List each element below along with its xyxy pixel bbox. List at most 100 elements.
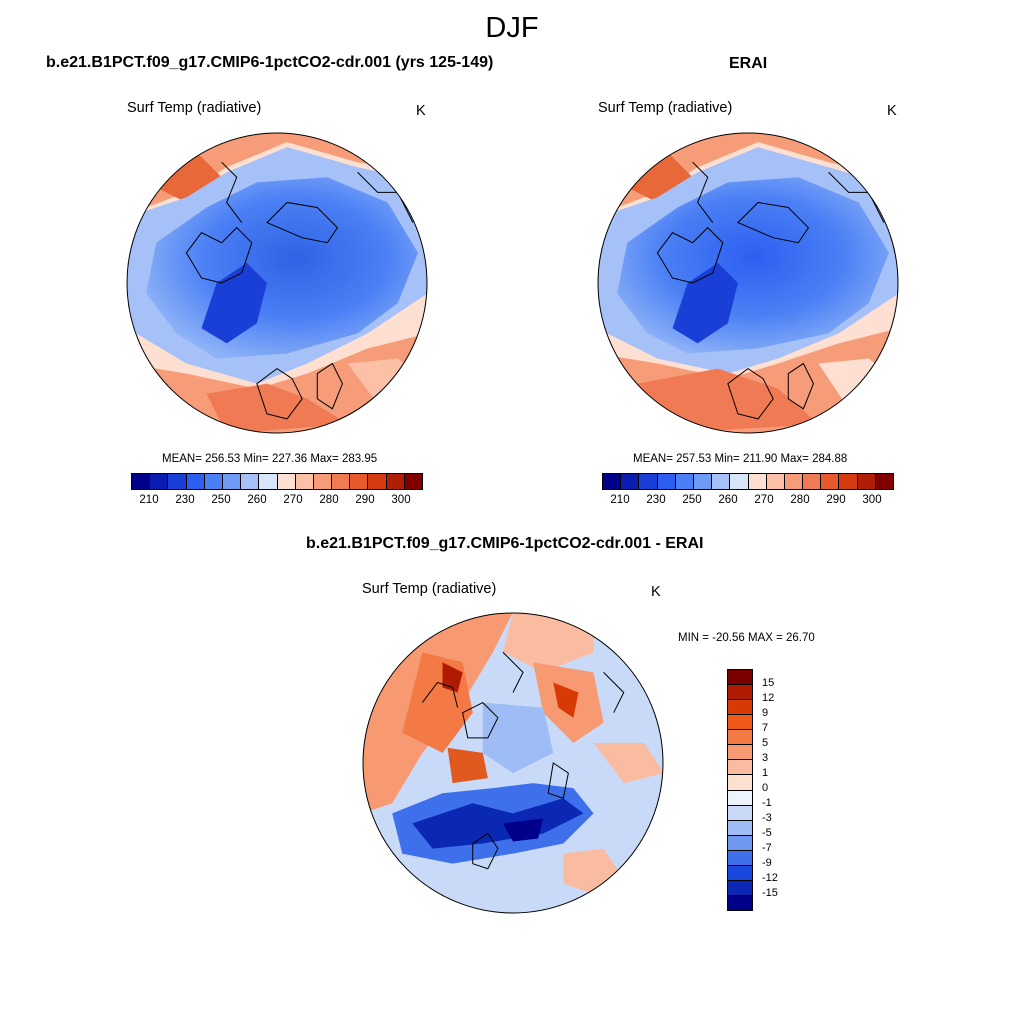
colorbar-tick-label: 280 [319, 494, 339, 506]
obs-colorbar [602, 473, 894, 490]
colorbar-tick-label: 15 [762, 677, 775, 689]
colorbar-swatch [350, 474, 369, 489]
colorbar-swatch [332, 474, 351, 489]
obs-units-label: K [887, 103, 897, 119]
colorbar-tick-label: -15 [762, 887, 778, 899]
colorbar-tick-label: 230 [646, 494, 666, 506]
colorbar-swatch [728, 820, 752, 836]
colorbar-swatch [728, 700, 752, 716]
colorbar-swatch [186, 474, 205, 489]
colorbar-tick-label: -12 [762, 872, 778, 884]
colorbar-swatch [222, 474, 242, 489]
colorbar-tick-label: -1 [762, 797, 772, 809]
diff-panel-title: b.e21.B1PCT.f09_g17.CMIP6-1pctCO2-cdr.00… [306, 535, 704, 552]
colorbar-swatch [368, 474, 387, 489]
colorbar-swatch [693, 474, 713, 489]
colorbar-tick-label: 270 [283, 494, 303, 506]
colorbar-swatch [728, 745, 752, 761]
model-panel-title: b.e21.B1PCT.f09_g17.CMIP6-1pctCO2-cdr.00… [46, 54, 494, 71]
diff-stats: MIN = -20.56 MAX = 26.70 [678, 632, 815, 644]
colorbar-swatch [132, 474, 151, 489]
colorbar-tick-label: 3 [762, 752, 769, 764]
model-polar-map [126, 132, 428, 434]
figure-title: DJF [485, 12, 539, 44]
colorbar-swatch [204, 474, 223, 489]
colorbar-tick-label: -7 [762, 842, 772, 854]
colorbar-swatch [621, 474, 640, 489]
colorbar-swatch [728, 865, 752, 881]
colorbar-swatch [168, 474, 187, 489]
obs-colorbar-ticks: 210 230 250 260 270 280 290 300 [602, 494, 890, 506]
colorbar-tick-label: -3 [762, 812, 772, 824]
colorbar-tick-label: 290 [826, 494, 846, 506]
colorbar-swatch [277, 474, 296, 489]
diff-variable-label: Surf Temp (radiative) [362, 581, 497, 597]
colorbar-swatch [295, 474, 314, 489]
model-colorbar-ticks: 210 230 250 260 270 280 290 300 [131, 494, 419, 506]
diff-colorbar [727, 669, 753, 911]
colorbar-swatch [404, 474, 422, 489]
colorbar-swatch [875, 474, 893, 489]
colorbar-swatch [839, 474, 858, 489]
colorbar-swatch [748, 474, 767, 489]
colorbar-swatch [728, 805, 752, 821]
colorbar-tick-label: 270 [754, 494, 774, 506]
colorbar-tick-label: 300 [862, 494, 882, 506]
colorbar-tick-label: 250 [682, 494, 702, 506]
colorbar-swatch [241, 474, 260, 489]
colorbar-swatch [728, 790, 752, 806]
model-colorbar [131, 473, 423, 490]
colorbar-tick-label: 9 [762, 707, 769, 719]
colorbar-tick-label: 1 [762, 767, 769, 779]
colorbar-swatch [728, 760, 752, 776]
colorbar-swatch [386, 474, 405, 489]
colorbar-tick-label: 280 [790, 494, 810, 506]
colorbar-tick-label: 7 [762, 722, 769, 734]
diff-units-label: K [651, 584, 661, 600]
colorbar-tick-label: -9 [762, 857, 772, 869]
colorbar-tick-label: 260 [718, 494, 738, 506]
model-stats: MEAN= 256.53 Min= 227.36 Max= 283.95 [162, 453, 378, 465]
colorbar-tick-label: 210 [139, 494, 159, 506]
colorbar-swatch [712, 474, 731, 489]
colorbar-swatch [728, 685, 752, 701]
colorbar-swatch [784, 474, 804, 489]
colorbar-swatch [728, 670, 752, 686]
colorbar-tick-label: 290 [355, 494, 375, 506]
colorbar-tick-label: 210 [610, 494, 630, 506]
diff-polar-map [362, 612, 664, 914]
colorbar-swatch [728, 835, 752, 851]
colorbar-swatch [730, 474, 749, 489]
colorbar-swatch [728, 850, 752, 866]
colorbar-tick-label: 12 [762, 692, 775, 704]
colorbar-swatch [728, 895, 752, 910]
colorbar-tick-label: 260 [247, 494, 267, 506]
model-variable-label: Surf Temp (radiative) [127, 100, 262, 116]
colorbar-swatch [728, 715, 752, 731]
obs-stats: MEAN= 257.53 Min= 211.90 Max= 284.88 [633, 453, 848, 465]
colorbar-swatch [728, 730, 752, 746]
colorbar-tick-label: -5 [762, 827, 772, 839]
colorbar-tick-label: 250 [211, 494, 231, 506]
colorbar-swatch [675, 474, 694, 489]
colorbar-swatch [803, 474, 822, 489]
colorbar-swatch [150, 474, 169, 489]
colorbar-tick-label: 300 [391, 494, 411, 506]
colorbar-tick-label: 5 [762, 737, 769, 749]
colorbar-swatch [728, 880, 752, 896]
colorbar-swatch [639, 474, 658, 489]
colorbar-swatch [766, 474, 785, 489]
obs-panel-title: ERAI [729, 55, 768, 72]
colorbar-swatch [728, 775, 752, 791]
colorbar-swatch [603, 474, 622, 489]
colorbar-tick-label: 0 [762, 782, 769, 794]
colorbar-swatch [857, 474, 876, 489]
colorbar-swatch [313, 474, 333, 489]
colorbar-swatch [821, 474, 840, 489]
model-units-label: K [416, 103, 426, 119]
obs-polar-map [597, 132, 899, 434]
obs-variable-label: Surf Temp (radiative) [598, 100, 733, 116]
colorbar-swatch [259, 474, 278, 489]
colorbar-swatch [657, 474, 676, 489]
colorbar-tick-label: 230 [175, 494, 195, 506]
